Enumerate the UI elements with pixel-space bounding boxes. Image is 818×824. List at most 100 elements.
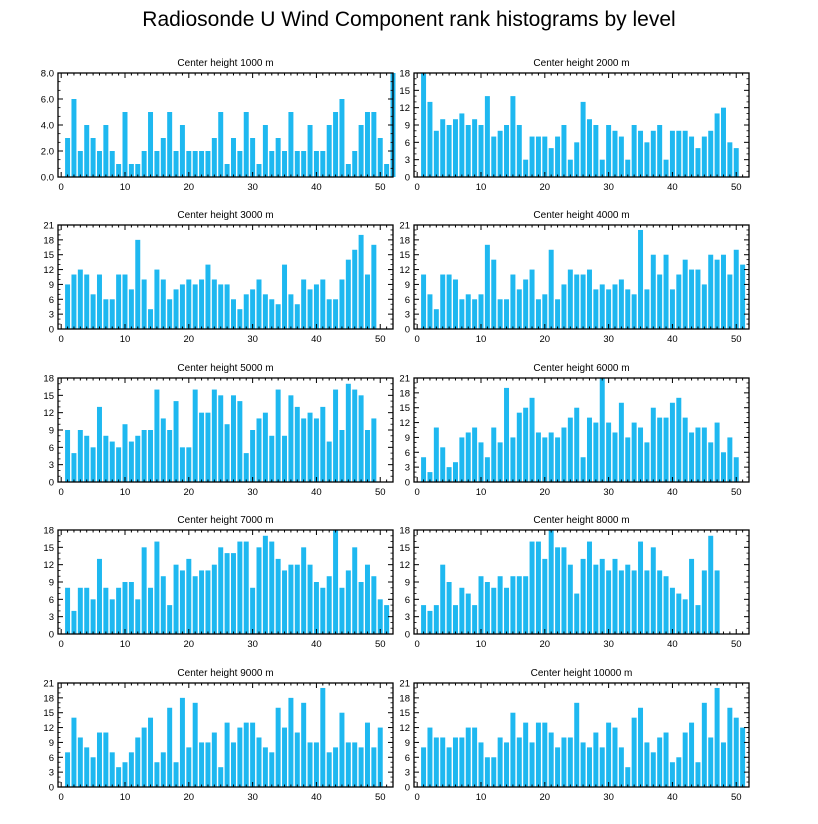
- bar-10: [478, 742, 484, 787]
- bar-3: [77, 737, 83, 787]
- y-tick-label: 3: [405, 155, 410, 166]
- bar-28: [593, 564, 599, 634]
- y-tick-label: 0: [405, 325, 410, 336]
- panel-title: Center height 9000 m: [177, 668, 273, 679]
- bar-17: [523, 279, 529, 329]
- bar-26: [224, 164, 230, 177]
- bar-38: [657, 417, 663, 482]
- bar-46: [352, 389, 358, 482]
- bar-25: [218, 284, 224, 329]
- y-tick-label: 0: [49, 783, 54, 794]
- x-tick-label: 30: [603, 487, 614, 498]
- bar-18: [529, 136, 535, 177]
- bar-25: [218, 395, 224, 482]
- bar-14: [148, 430, 154, 482]
- bar-24: [567, 269, 573, 329]
- bar-7: [459, 113, 465, 177]
- bar-36: [288, 112, 294, 177]
- bar-31: [256, 418, 262, 482]
- y-tick-label: 18: [399, 526, 410, 537]
- bar-16: [516, 576, 522, 634]
- bar-39: [307, 125, 313, 177]
- bar-37: [650, 407, 656, 482]
- y-tick-label: 21: [43, 679, 54, 690]
- y-tick-label: 12: [43, 723, 54, 734]
- bar-45: [345, 742, 351, 787]
- bar-20: [186, 151, 192, 177]
- bar-15: [154, 151, 160, 177]
- bar-43: [689, 136, 695, 177]
- y-tick-label: 6: [405, 595, 410, 606]
- bar-35: [282, 264, 288, 329]
- bar-24: [567, 564, 573, 634]
- bar-43: [689, 722, 695, 787]
- bar-34: [631, 717, 637, 787]
- x-tick-label: 40: [667, 487, 678, 498]
- bar-25: [574, 142, 580, 177]
- bar-19: [535, 541, 541, 634]
- bar-21: [192, 389, 198, 482]
- bar-46: [708, 254, 714, 329]
- bar-35: [638, 707, 644, 787]
- bar-35: [638, 427, 644, 482]
- bar-23: [561, 427, 567, 482]
- bar-45: [345, 383, 351, 482]
- bar-28: [593, 125, 599, 177]
- x-tick-label: 40: [311, 639, 322, 650]
- bar-50: [377, 138, 383, 177]
- bar-46: [352, 547, 358, 634]
- bar-7: [459, 737, 465, 787]
- y-tick-label: 21: [399, 374, 410, 385]
- bar-36: [288, 697, 294, 787]
- bar-51: [740, 727, 746, 787]
- bar-20: [542, 294, 548, 329]
- bar-12: [491, 587, 497, 634]
- bar-35: [282, 727, 288, 787]
- bar-39: [307, 412, 313, 482]
- bar-45: [701, 427, 707, 482]
- y-tick-label: 6: [49, 443, 54, 454]
- bar-4: [440, 737, 446, 787]
- bar-10: [122, 274, 128, 329]
- y-tick-label: 0: [49, 630, 54, 641]
- x-tick-label: 50: [375, 334, 386, 345]
- bar-2: [71, 453, 77, 482]
- bar-25: [218, 767, 224, 787]
- bar-32: [618, 279, 624, 329]
- bar-39: [663, 417, 669, 482]
- bar-8: [465, 593, 471, 634]
- panel-title: Center height 5000 m: [177, 363, 273, 374]
- bar-44: [339, 279, 345, 329]
- bar-43: [689, 269, 695, 329]
- bar-20: [542, 722, 548, 787]
- bar-5: [90, 447, 96, 482]
- x-tick-label: 0: [415, 639, 420, 650]
- bar-18: [173, 564, 179, 634]
- y-tick-label: 6: [49, 595, 54, 606]
- bar-19: [179, 125, 185, 177]
- bar-33: [625, 159, 631, 177]
- bar-45: [345, 570, 351, 634]
- bar-34: [631, 125, 637, 177]
- bar-23: [205, 742, 211, 787]
- plot-frame: [413, 377, 750, 483]
- x-tick-label: 20: [184, 487, 195, 498]
- x-tick-label: 20: [540, 487, 551, 498]
- y-tick-label: 0: [405, 783, 410, 794]
- x-tick-label: 30: [247, 487, 258, 498]
- bar-8: [109, 299, 115, 329]
- bar-33: [625, 437, 631, 482]
- bar-30: [606, 570, 612, 634]
- bar-25: [574, 593, 580, 634]
- bar-17: [523, 722, 529, 787]
- bar-47: [714, 570, 720, 634]
- bar-8: [109, 441, 115, 482]
- bar-1: [421, 274, 427, 329]
- bar-1: [65, 752, 71, 787]
- bar-46: [708, 130, 714, 177]
- x-tick-label: 20: [540, 792, 551, 803]
- x-tick-label: 20: [540, 639, 551, 650]
- bar-44: [695, 762, 701, 787]
- bar-7: [103, 299, 109, 329]
- x-tick-label: 20: [184, 639, 195, 650]
